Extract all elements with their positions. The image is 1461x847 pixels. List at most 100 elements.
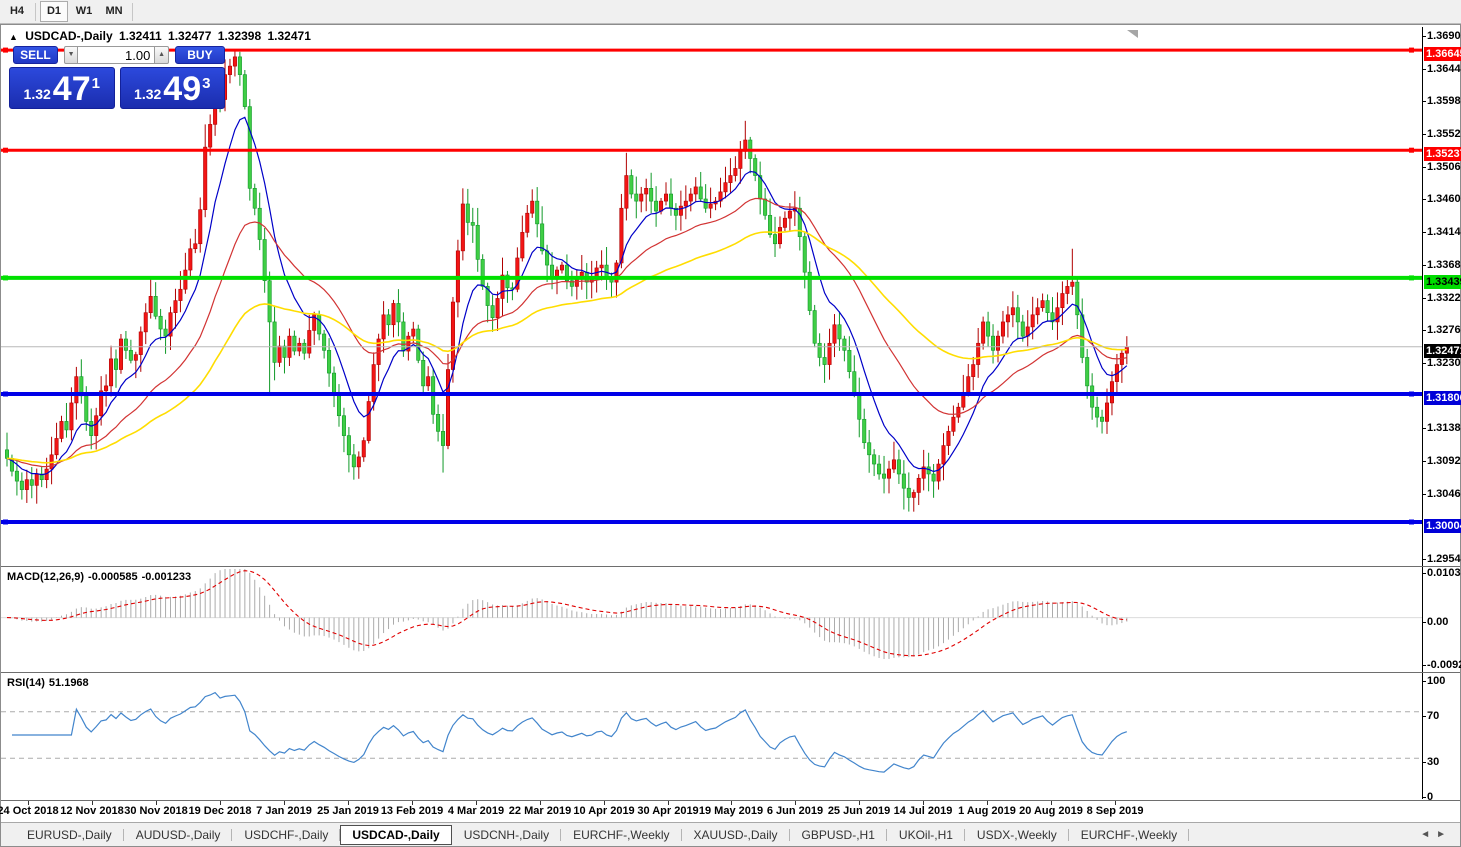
price-axis-flag[interactable]: 1.33439 — [1424, 275, 1461, 289]
axis-tick — [1423, 681, 1426, 682]
candle-body — [708, 203, 713, 209]
candle-body — [882, 473, 887, 479]
candle-body — [906, 487, 911, 498]
chart-title: ▲ USDCAD-,Daily 1.32411 1.32477 1.32398 … — [9, 29, 314, 43]
panel-separator[interactable] — [1, 566, 1460, 567]
sell-button[interactable]: SELL — [13, 46, 58, 64]
sell-price-panel[interactable]: 1.32 47 1 — [9, 67, 115, 109]
candle-body — [872, 454, 877, 465]
panel-separator[interactable] — [1, 672, 1460, 673]
chart-tab-eurusd-daily[interactable]: EURUSD-,Daily — [15, 826, 124, 844]
buy-button[interactable]: BUY — [174, 46, 226, 64]
chart-tab-usdcnh-daily[interactable]: USDCNH-,Daily — [452, 826, 562, 844]
candle-body — [227, 65, 232, 75]
candle-body — [84, 395, 89, 422]
chart-tab-eurchf-weekly[interactable]: EURCHF-,Weekly — [561, 826, 682, 844]
candle-body — [668, 193, 673, 209]
volume-decrease-button[interactable]: ▼ — [63, 46, 79, 64]
candle-body — [59, 421, 64, 439]
chart-tab-usdx-weekly[interactable]: USDX-,Weekly — [965, 826, 1069, 844]
price-axis-flag[interactable]: 1.35237 — [1424, 147, 1461, 161]
candle-body — [693, 186, 698, 195]
price-axis-label: 1.33220 — [1427, 292, 1461, 304]
candle-body — [683, 200, 688, 207]
date-tick — [731, 801, 732, 805]
candle-body — [173, 300, 178, 313]
candle-body — [837, 324, 842, 340]
candle-body — [19, 480, 24, 490]
axis-tick — [1423, 494, 1426, 495]
date-label: 22 Mar 2019 — [508, 805, 572, 817]
price-axis-label: 1.34600 — [1427, 193, 1461, 205]
price-axis-label: 1.35060 — [1427, 161, 1461, 173]
chevron-up-icon: ▲ — [158, 51, 166, 58]
collapse-icon[interactable]: ▲ — [9, 32, 18, 42]
date-tick — [476, 801, 477, 805]
candle-body — [956, 406, 961, 418]
price-axis-flag[interactable]: 1.32471 — [1424, 344, 1461, 358]
candle-body — [862, 418, 867, 444]
price-axis-label: 1.36900 — [1427, 30, 1461, 42]
price-axis-flag[interactable]: 1.31806 — [1424, 391, 1461, 405]
timeframe-button-d1[interactable]: D1 — [40, 1, 68, 22]
buy-price-panel[interactable]: 1.32 49 3 — [119, 67, 225, 109]
chart-tab-xauusd-daily[interactable]: XAUUSD-,Daily — [682, 826, 790, 844]
rsi-label: RSI(14) 51.1968 — [7, 677, 89, 689]
panel-separator[interactable] — [1, 800, 1460, 801]
date-tick — [348, 801, 349, 805]
candle-body — [158, 315, 163, 330]
candle-body — [237, 56, 242, 75]
candle-body — [5, 449, 10, 459]
candle-body — [99, 390, 104, 417]
timeframe-button-h4[interactable]: H4 — [9, 5, 25, 17]
date-label: 6 Jun 2019 — [766, 805, 824, 817]
candle-body — [247, 106, 252, 189]
candle-body — [441, 431, 446, 446]
candle-body — [118, 338, 123, 370]
chart-tab-eurchf-weekly[interactable]: EURCHF-,Weekly — [1069, 826, 1190, 844]
axis-tick — [1423, 665, 1426, 666]
candle-body — [490, 305, 495, 318]
candle-body — [1010, 307, 1015, 316]
candle-body — [421, 359, 426, 387]
date-tick — [923, 801, 924, 805]
candle-body — [733, 168, 738, 176]
chart-tab-gbpusd-h1[interactable]: GBPUSD-,H1 — [790, 826, 888, 844]
date-label: 25 Jan 2019 — [317, 805, 379, 817]
chart-tab-usdcad-daily[interactable]: USDCAD-,Daily — [340, 824, 452, 845]
candle-body — [634, 193, 639, 202]
chart-tab-audusd-daily[interactable]: AUDUSD-,Daily — [124, 826, 233, 844]
volume-increase-button[interactable]: ▲ — [154, 46, 169, 64]
candle-body — [857, 392, 862, 420]
sell-price-sup: 1 — [91, 75, 100, 92]
candle-body — [1005, 314, 1010, 323]
candle-body — [460, 203, 465, 252]
buy-price-sup: 3 — [202, 75, 211, 92]
candle-body — [981, 321, 986, 344]
price-axis-flag[interactable]: 1.36645 — [1424, 47, 1461, 61]
candle-body — [976, 342, 981, 365]
candle-body — [827, 342, 832, 365]
indicator-axis-label: 0 — [1427, 791, 1434, 803]
chart-tab-ukoil-h1[interactable]: UKOil-,H1 — [887, 826, 965, 844]
volume-input[interactable] — [78, 46, 155, 64]
timeframe-button-w1[interactable]: W1 — [75, 5, 93, 17]
candle-body — [74, 376, 79, 404]
axis-tick — [1423, 298, 1426, 299]
candle-body — [1065, 286, 1070, 294]
candle-body — [381, 314, 386, 340]
price-axis-flag[interactable]: 1.30004 — [1424, 519, 1461, 533]
date-label: 14 Jul 2019 — [893, 805, 953, 817]
date-tick — [92, 801, 93, 805]
chart-tab-usdchf-daily[interactable]: USDCHF-,Daily — [232, 826, 341, 844]
candle-body — [941, 445, 946, 465]
candle-body — [64, 421, 69, 431]
candle-body — [292, 335, 297, 352]
tab-scroll-arrows[interactable]: ◄► — [1420, 829, 1452, 840]
date-label: 20 Aug 2019 — [1019, 805, 1083, 817]
timeframe-button-mn[interactable]: MN — [105, 5, 123, 17]
toolbar-separator — [35, 2, 36, 21]
price-axis-label: 1.34140 — [1427, 226, 1461, 238]
chevron-down-icon: ▼ — [67, 51, 75, 58]
price-axis-label: 1.36440 — [1427, 63, 1461, 75]
